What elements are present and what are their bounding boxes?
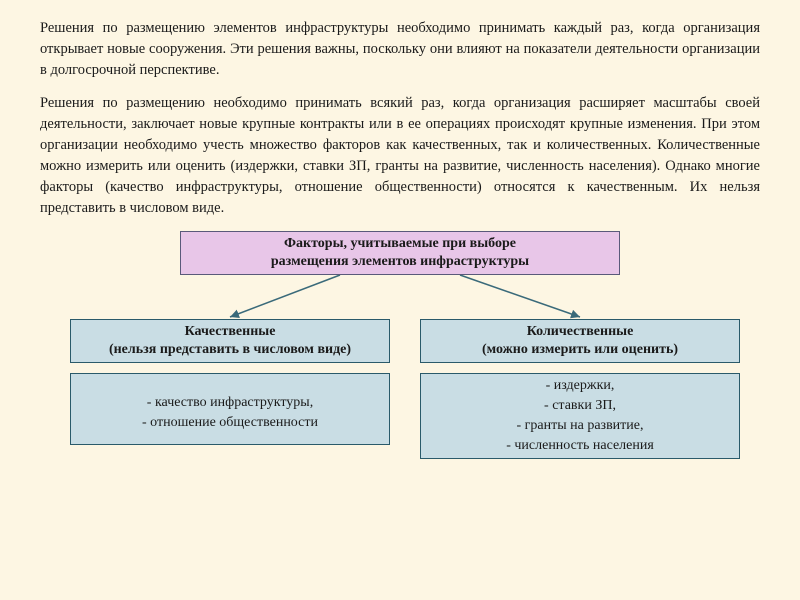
quantitative-example-4: - численность населения	[506, 436, 654, 456]
paragraph-1: Решения по размещению элементов инфрастр…	[40, 18, 760, 81]
quantitative-category-box: Количественные (можно измерить или оцени…	[420, 319, 740, 363]
factors-diagram: Факторы, учитываемые при выборе размещен…	[40, 231, 760, 491]
diagram-title-box: Факторы, учитываемые при выборе размещен…	[180, 231, 620, 275]
qualitative-example-2: - отношение общественности	[142, 413, 318, 433]
diagram-title-line1: Факторы, учитываемые при выборе	[284, 235, 516, 253]
qualitative-example-1: - качество инфраструктуры,	[147, 393, 313, 413]
quantitative-example-2: - ставки ЗП,	[544, 396, 616, 416]
qualitative-category-box: Качественные (нельзя представить в число…	[70, 319, 390, 363]
qualitative-title: Качественные	[185, 323, 276, 341]
quantitative-examples-box: - издержки, - ставки ЗП, - гранты на раз…	[420, 373, 740, 459]
qualitative-examples-box: - качество инфраструктуры, - отношение о…	[70, 373, 390, 445]
paragraph-2: Решения по размещению необходимо принима…	[40, 93, 760, 219]
quantitative-title: Количественные	[527, 323, 634, 341]
qualitative-subtitle: (нельзя представить в числовом виде)	[109, 341, 351, 359]
diagram-title-line2: размещения элементов инфраструктуры	[271, 253, 529, 271]
quantitative-subtitle: (можно измерить или оценить)	[482, 341, 678, 359]
quantitative-example-1: - издержки,	[546, 376, 615, 396]
quantitative-example-3: - гранты на развитие,	[516, 416, 643, 436]
